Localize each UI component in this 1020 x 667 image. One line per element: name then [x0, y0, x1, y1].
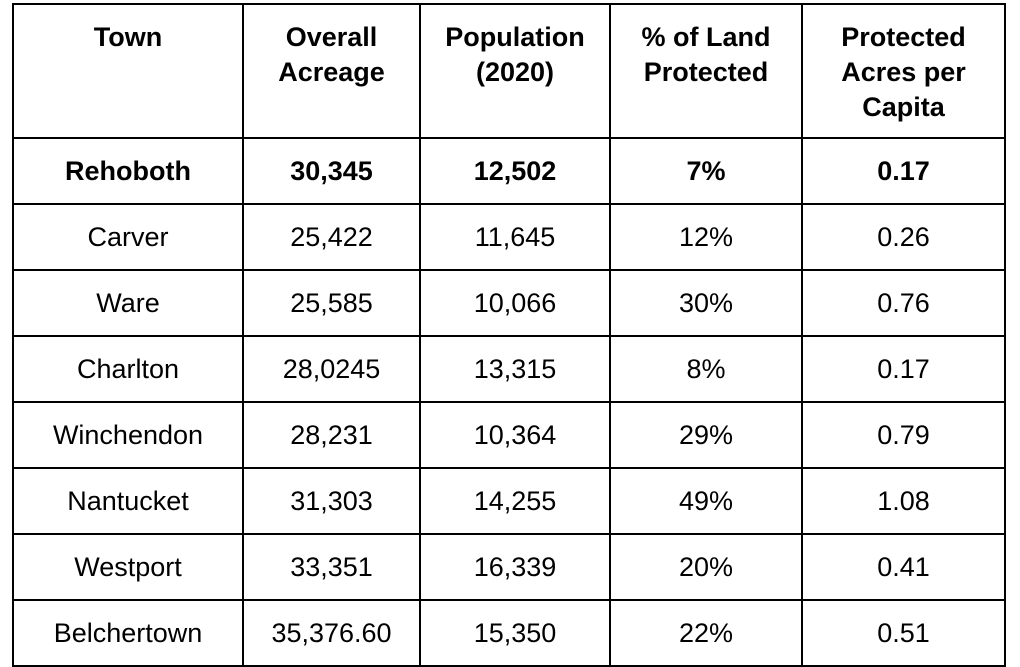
cell-acreage: 31,303	[242, 467, 421, 535]
header-row: Town Overall Acreage Population (2020) %…	[12, 3, 1006, 139]
cell-population: 10,066	[419, 269, 611, 337]
cell-acreage: 25,585	[242, 269, 421, 337]
cell-population: 11,645	[419, 203, 611, 271]
cell-acres-per-capita: 0.17	[801, 335, 1006, 403]
cell-town: Winchendon	[12, 401, 244, 469]
header-overall-acreage: Overall Acreage	[242, 3, 421, 139]
table-row: Westport 33,351 16,339 20% 0.41	[12, 533, 1006, 601]
cell-percent-protected: 20%	[609, 533, 803, 601]
cell-acreage: 25,422	[242, 203, 421, 271]
table-row-rehoboth: Rehoboth 30,345 12,502 7% 0.17	[12, 137, 1006, 205]
cell-percent-protected: 49%	[609, 467, 803, 535]
cell-town: Westport	[12, 533, 244, 601]
cell-acreage: 28,231	[242, 401, 421, 469]
table-row: Charlton 28,0245 13,315 8% 0.17	[12, 335, 1006, 403]
table-row: Nantucket 31,303 14,255 49% 1.08	[12, 467, 1006, 535]
cell-acres-per-capita: 0.51	[801, 599, 1006, 667]
cell-town: Ware	[12, 269, 244, 337]
cell-town: Charlton	[12, 335, 244, 403]
header-population: Population (2020)	[419, 3, 611, 139]
table-row: Winchendon 28,231 10,364 29% 0.79	[12, 401, 1006, 469]
header-town: Town	[12, 3, 244, 139]
cell-town: Rehoboth	[12, 137, 244, 205]
cell-acreage: 28,0245	[242, 335, 421, 403]
table-row: Ware 25,585 10,066 30% 0.76	[12, 269, 1006, 337]
table-row: Carver 25,422 11,645 12% 0.26	[12, 203, 1006, 271]
cell-percent-protected: 22%	[609, 599, 803, 667]
cell-percent-protected: 29%	[609, 401, 803, 469]
cell-percent-protected: 12%	[609, 203, 803, 271]
cell-population: 15,350	[419, 599, 611, 667]
cell-population: 12,502	[419, 137, 611, 205]
cell-acres-per-capita: 0.41	[801, 533, 1006, 601]
header-protected-acres-per-capita: Protected Acres per Capita	[801, 3, 1006, 139]
cell-population: 10,364	[419, 401, 611, 469]
cell-acres-per-capita: 0.79	[801, 401, 1006, 469]
cell-town: Carver	[12, 203, 244, 271]
cell-population: 16,339	[419, 533, 611, 601]
cell-acres-per-capita: 1.08	[801, 467, 1006, 535]
header-percent-land-protected: % of Land Protected	[609, 3, 803, 139]
cell-acres-per-capita: 0.17	[801, 137, 1006, 205]
cell-percent-protected: 8%	[609, 335, 803, 403]
cell-population: 14,255	[419, 467, 611, 535]
cell-percent-protected: 7%	[609, 137, 803, 205]
cell-acreage: 33,351	[242, 533, 421, 601]
cell-percent-protected: 30%	[609, 269, 803, 337]
table-row: Belchertown 35,376.60 15,350 22% 0.51	[12, 599, 1006, 667]
cell-acres-per-capita: 0.76	[801, 269, 1006, 337]
cell-population: 13,315	[419, 335, 611, 403]
cell-acreage: 30,345	[242, 137, 421, 205]
cell-acreage: 35,376.60	[242, 599, 421, 667]
cell-town: Belchertown	[12, 599, 244, 667]
cell-acres-per-capita: 0.26	[801, 203, 1006, 271]
town-land-protection-table: Town Overall Acreage Population (2020) %…	[12, 3, 1006, 667]
cell-town: Nantucket	[12, 467, 244, 535]
